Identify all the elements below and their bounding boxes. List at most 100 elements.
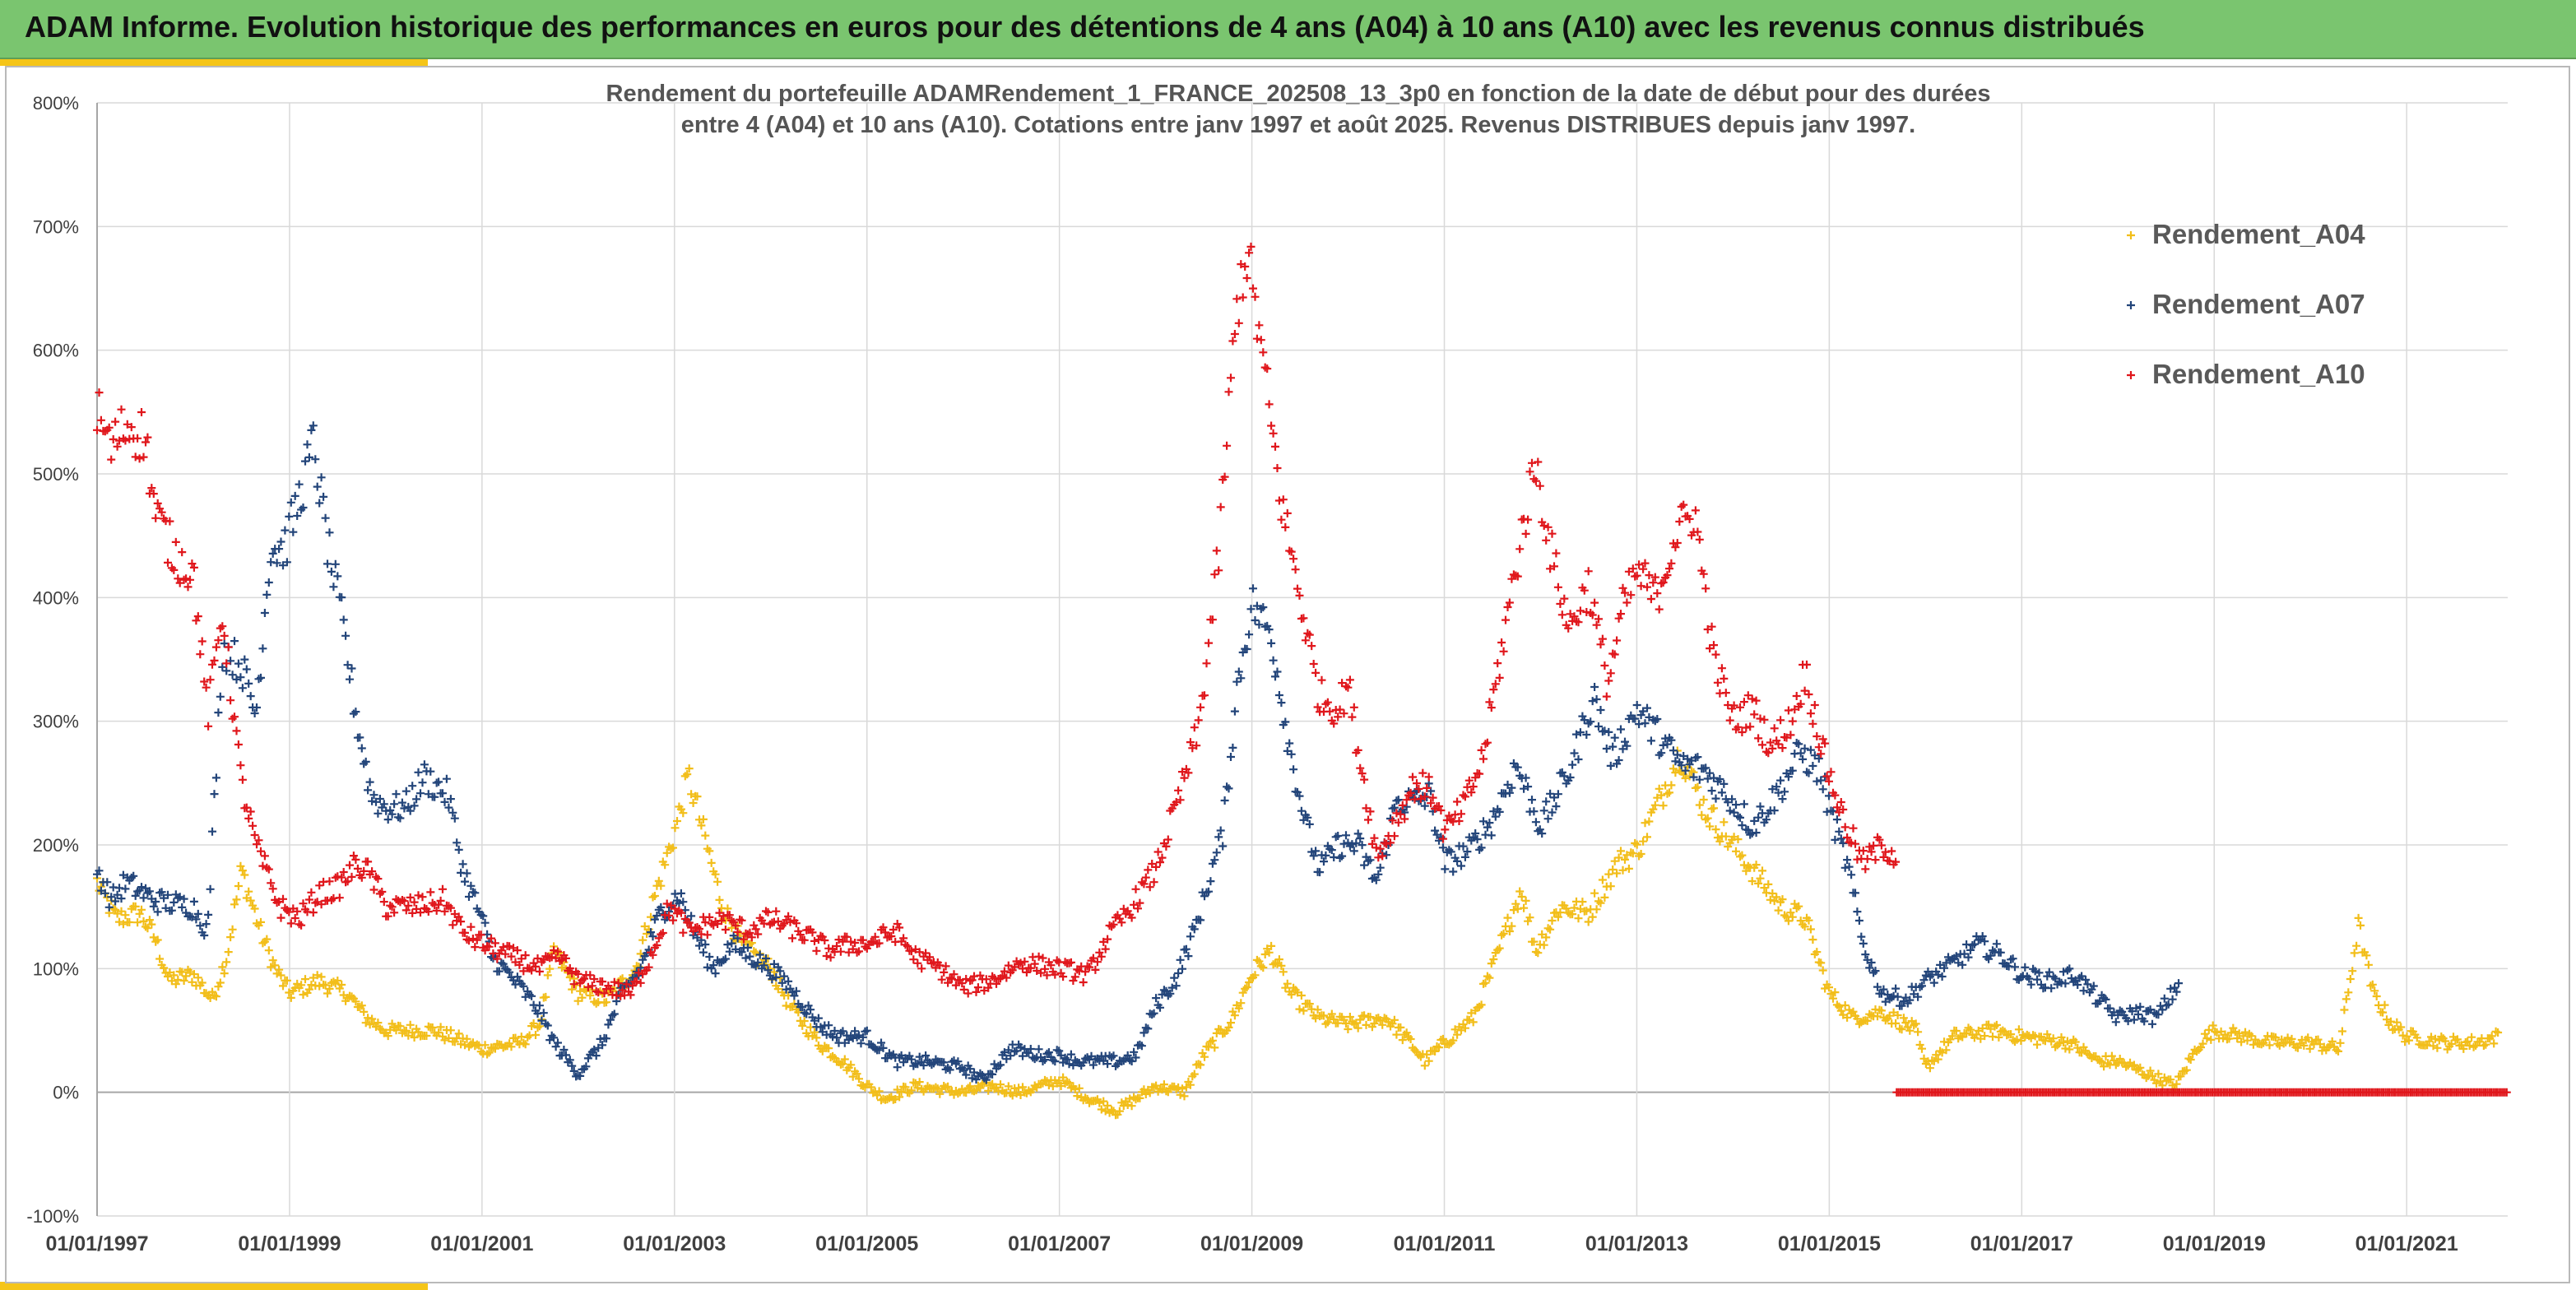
data-point bbox=[1732, 800, 1740, 810]
data-point bbox=[1265, 400, 1274, 409]
data-point bbox=[1158, 1085, 1167, 1094]
data-point bbox=[1604, 727, 1613, 736]
data-point bbox=[226, 933, 235, 942]
data-point bbox=[1353, 745, 1362, 754]
data-point bbox=[1600, 893, 1609, 902]
data-point bbox=[743, 943, 752, 952]
data-point bbox=[1358, 769, 1367, 778]
data-point bbox=[895, 1093, 904, 1102]
data-point bbox=[458, 860, 467, 869]
data-point bbox=[1234, 318, 1243, 327]
data-point bbox=[1196, 916, 1205, 925]
data-point bbox=[521, 951, 530, 960]
data-point bbox=[1281, 522, 1290, 531]
data-point bbox=[626, 991, 635, 1000]
data-point bbox=[2059, 968, 2068, 977]
data-point bbox=[2111, 1018, 2120, 1027]
data-point bbox=[418, 893, 427, 902]
data-point bbox=[1520, 903, 1529, 912]
data-point bbox=[1792, 692, 1801, 700]
x-tick-label: 01/01/2005 bbox=[815, 1232, 918, 1255]
data-point bbox=[968, 1074, 977, 1083]
data-point bbox=[1022, 968, 1031, 977]
data-point bbox=[1854, 916, 1864, 925]
data-point bbox=[784, 977, 793, 986]
data-point bbox=[375, 795, 384, 803]
data-point bbox=[576, 1071, 585, 1080]
data-point bbox=[893, 1063, 902, 1072]
data-point bbox=[759, 961, 768, 970]
data-point bbox=[1610, 733, 1619, 742]
data-point bbox=[1265, 625, 1274, 634]
data-point bbox=[1004, 1046, 1013, 1055]
data-point bbox=[466, 922, 476, 931]
data-point bbox=[907, 947, 916, 956]
data-point bbox=[847, 937, 856, 946]
data-point bbox=[527, 991, 536, 1000]
data-point bbox=[1424, 1056, 1433, 1065]
data-point bbox=[1214, 833, 1223, 842]
data-point bbox=[1360, 1011, 1369, 1020]
data-point bbox=[1778, 895, 1787, 904]
data-point bbox=[751, 925, 760, 934]
data-point bbox=[461, 928, 469, 937]
data-point bbox=[2148, 1019, 2156, 1028]
data-point bbox=[1228, 336, 1237, 346]
data-point bbox=[374, 1019, 383, 1028]
data-point bbox=[1135, 898, 1144, 907]
data-point bbox=[1242, 645, 1251, 653]
data-point bbox=[317, 473, 326, 482]
data-point bbox=[675, 898, 684, 907]
data-point bbox=[1485, 973, 1494, 982]
data-point bbox=[622, 980, 631, 989]
chart-title: Rendement du portefeuille ADAMRendement_… bbox=[606, 81, 1991, 138]
data-point bbox=[290, 491, 299, 500]
data-point bbox=[1621, 588, 1629, 597]
data-point bbox=[1323, 1018, 1332, 1027]
data-point bbox=[253, 703, 261, 712]
data-point bbox=[1227, 1019, 1235, 1028]
data-point bbox=[2105, 1004, 2114, 1013]
data-point bbox=[1840, 863, 1850, 872]
data-point bbox=[1505, 598, 1514, 607]
data-point bbox=[1891, 857, 1901, 866]
data-point bbox=[1770, 806, 1779, 815]
data-point bbox=[333, 572, 342, 581]
data-point bbox=[1699, 796, 1708, 804]
data-point bbox=[1065, 1060, 1074, 1069]
data-point bbox=[826, 953, 835, 962]
data-point bbox=[1109, 920, 1118, 929]
data-point bbox=[179, 894, 188, 903]
data-point bbox=[1200, 691, 1209, 700]
data-point bbox=[1596, 898, 1605, 907]
data-point bbox=[1659, 801, 1668, 810]
data-point bbox=[543, 1021, 552, 1030]
data-point bbox=[1453, 1030, 1462, 1039]
data-point bbox=[1952, 1027, 1961, 1035]
data-point bbox=[434, 777, 443, 787]
data-point bbox=[1578, 898, 1587, 907]
data-point bbox=[1556, 908, 1565, 917]
data-point bbox=[966, 1082, 975, 1091]
data-point bbox=[992, 979, 1000, 988]
data-point bbox=[353, 864, 362, 873]
data-point bbox=[737, 916, 746, 925]
data-point bbox=[683, 770, 692, 779]
data-point bbox=[1467, 788, 1476, 797]
data-point bbox=[1570, 749, 1579, 758]
data-point bbox=[652, 912, 661, 920]
data-point bbox=[996, 1080, 1005, 1089]
legend-entry-label: Rendement_A07 bbox=[2152, 289, 2365, 319]
data-point bbox=[1345, 1013, 1354, 1021]
data-point bbox=[2241, 1028, 2249, 1037]
data-point bbox=[271, 961, 280, 970]
data-point bbox=[1378, 851, 1387, 861]
data-point bbox=[1242, 274, 1251, 282]
data-point bbox=[304, 452, 313, 462]
data-point bbox=[1776, 716, 1785, 725]
data-point bbox=[2401, 1037, 2410, 1046]
data-point bbox=[501, 949, 510, 958]
data-point bbox=[810, 936, 819, 945]
data-point bbox=[2405, 1036, 2413, 1045]
data-point bbox=[1721, 832, 1730, 841]
